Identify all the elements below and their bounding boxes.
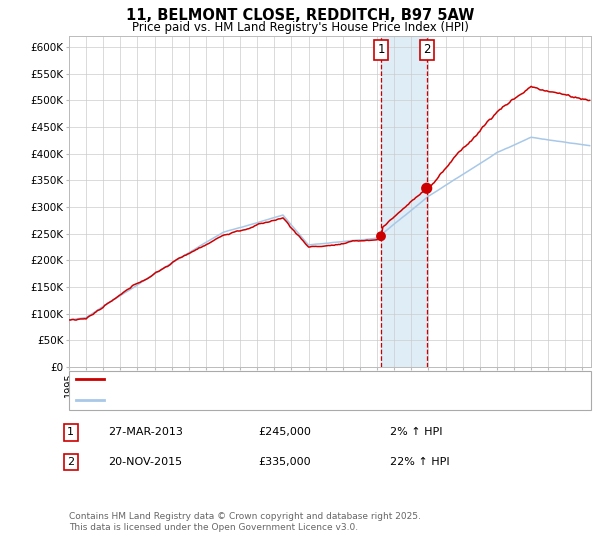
Point bbox=[422, 184, 431, 193]
Text: Contains HM Land Registry data © Crown copyright and database right 2025.
This d: Contains HM Land Registry data © Crown c… bbox=[69, 512, 421, 532]
Bar bbox=[381, 36, 427, 367]
Text: 2: 2 bbox=[67, 457, 74, 467]
Point bbox=[376, 232, 386, 241]
Text: 27-MAR-2013: 27-MAR-2013 bbox=[108, 427, 183, 437]
Text: 2: 2 bbox=[423, 43, 430, 56]
Text: 1: 1 bbox=[377, 43, 385, 56]
Text: £245,000: £245,000 bbox=[258, 427, 311, 437]
Text: 11, BELMONT CLOSE, REDDITCH, B97 5AW (detached house): 11, BELMONT CLOSE, REDDITCH, B97 5AW (de… bbox=[110, 374, 426, 384]
Text: 1: 1 bbox=[67, 427, 74, 437]
Text: Price paid vs. HM Land Registry's House Price Index (HPI): Price paid vs. HM Land Registry's House … bbox=[131, 21, 469, 35]
Text: 20-NOV-2015: 20-NOV-2015 bbox=[108, 457, 182, 467]
Text: HPI: Average price, detached house, Redditch: HPI: Average price, detached house, Redd… bbox=[110, 395, 349, 405]
Text: £335,000: £335,000 bbox=[258, 457, 311, 467]
Text: 11, BELMONT CLOSE, REDDITCH, B97 5AW: 11, BELMONT CLOSE, REDDITCH, B97 5AW bbox=[126, 8, 474, 22]
Text: 22% ↑ HPI: 22% ↑ HPI bbox=[390, 457, 449, 467]
Text: 2% ↑ HPI: 2% ↑ HPI bbox=[390, 427, 443, 437]
